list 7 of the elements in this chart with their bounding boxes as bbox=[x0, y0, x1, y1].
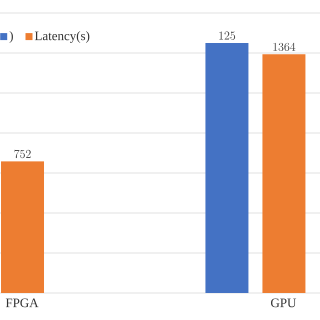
x-tick-label: GPU bbox=[271, 298, 296, 308]
data-label: 1364 bbox=[273, 42, 296, 52]
legend-label: ) bbox=[10, 31, 13, 43]
data-label: 125 bbox=[219, 32, 236, 40]
data-label: 752 bbox=[14, 150, 31, 158]
x-tick-label: FPGA bbox=[6, 298, 38, 308]
legend-label: Latency(s) bbox=[34, 31, 90, 43]
